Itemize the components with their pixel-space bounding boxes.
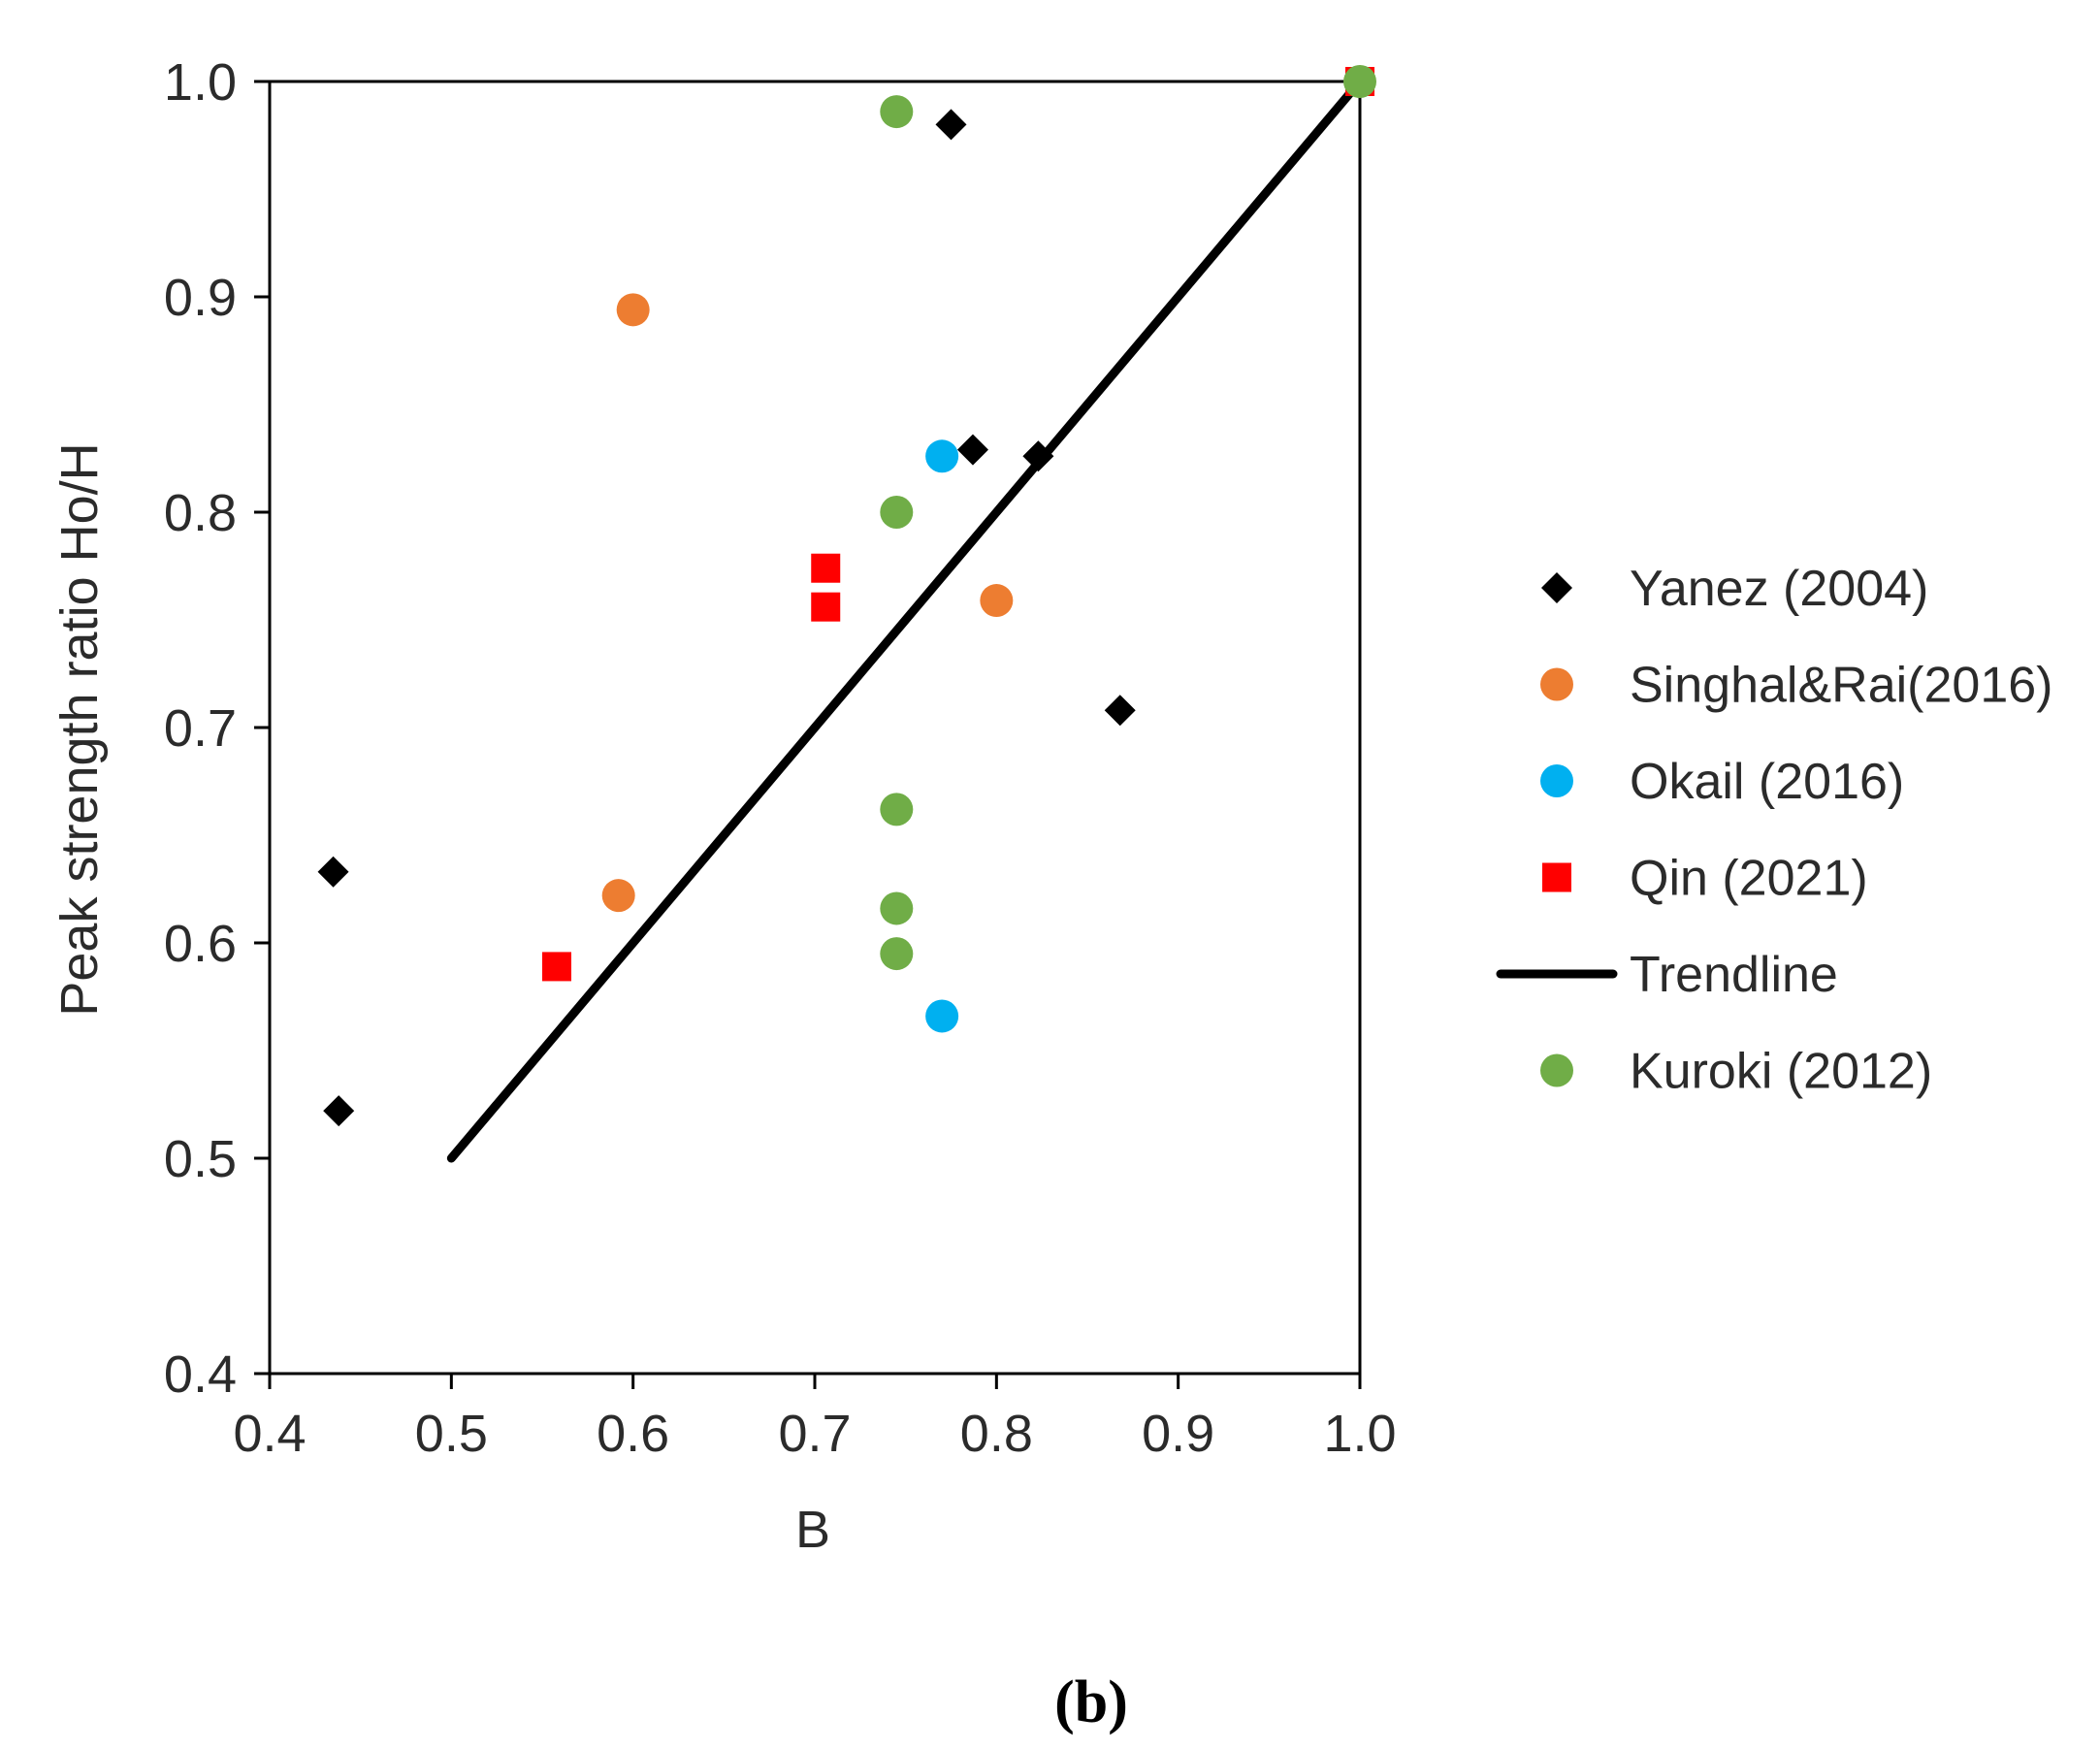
data-points-layer (317, 65, 1376, 1127)
legend-label-singhal-rai-2016: Singhal&Rai(2016) (1630, 658, 2053, 714)
data-point-kuroki-2012 (880, 937, 914, 971)
legend-label-yanez-2004: Yanez (2004) (1630, 561, 1928, 617)
y-tick-label: 0.8 (164, 484, 237, 542)
data-point-okail-2016 (925, 999, 959, 1033)
data-point-yanez-2004 (323, 1095, 355, 1127)
y-tick-label: 0.7 (164, 699, 237, 758)
legend-swatch-qin-2021 (1542, 862, 1571, 892)
x-tick-label: 0.4 (233, 1405, 306, 1463)
legend-swatch-singhal-rai-2016 (1540, 667, 1573, 701)
x-axis-title: B (795, 1501, 830, 1559)
legend-swatch-kuroki-2012 (1540, 1053, 1573, 1087)
trendline-layer (446, 77, 1365, 1163)
y-tick-label: 0.9 (164, 269, 237, 327)
data-point-yanez-2004 (935, 109, 967, 141)
legend-swatch-okail-2016 (1540, 764, 1573, 797)
data-point-kuroki-2012 (880, 95, 914, 129)
y-tick-label: 0.5 (164, 1130, 237, 1188)
figure-caption: (b) (1054, 1669, 1128, 1735)
legend-label-trendline: Trendline (1630, 947, 1838, 1003)
x-tick-label: 1.0 (1323, 1405, 1396, 1463)
data-point-yanez-2004 (317, 856, 349, 888)
data-point-kuroki-2012 (880, 496, 914, 529)
legend: Yanez (2004) Singhal&Rai(2016) Okail (2016… (1496, 561, 2053, 1100)
data-point-kuroki-2012 (1343, 65, 1376, 98)
legend-label-kuroki-2012: Kuroki (2012) (1630, 1044, 1932, 1100)
x-tick-label: 0.8 (960, 1405, 1033, 1463)
y-tick-label: 1.0 (164, 53, 237, 112)
data-point-singhal-rai-2016 (616, 293, 650, 327)
data-point-yanez-2004 (1104, 695, 1136, 727)
x-tick-label: 0.7 (778, 1405, 851, 1463)
data-point-singhal-rai-2016 (601, 879, 635, 913)
data-point-okail-2016 (925, 439, 959, 473)
data-point-yanez-2004 (956, 434, 988, 466)
y-axis-title: Peak strength ratio Ho/H (50, 442, 109, 1016)
data-point-singhal-rai-2016 (980, 584, 1014, 618)
x-tick-label: 0.9 (1142, 1405, 1214, 1463)
x-tick-label: 0.5 (415, 1405, 488, 1463)
y-tick-label: 0.4 (164, 1345, 237, 1404)
data-point-kuroki-2012 (880, 891, 914, 925)
legend-label-okail-2016: Okail (2016) (1630, 754, 1904, 810)
data-point-yanez-2004 (1022, 440, 1054, 472)
data-point-qin-2021 (541, 952, 571, 982)
data-point-qin-2021 (811, 592, 841, 622)
y-axis: 0.4 0.5 0.6 0.7 0.8 0.9 1.0 (164, 53, 270, 1404)
x-axis: 0.4 0.5 0.6 0.7 0.8 0.9 1.0 (233, 1374, 1397, 1463)
y-tick-label: 0.6 (164, 915, 237, 973)
legend-label-qin-2021: Qin (2021) (1630, 851, 1868, 907)
trendline (446, 77, 1365, 1163)
legend-swatch-yanez-2004 (1541, 572, 1572, 603)
data-point-kuroki-2012 (880, 793, 914, 826)
data-point-qin-2021 (811, 553, 841, 583)
x-tick-label: 0.6 (597, 1405, 669, 1463)
